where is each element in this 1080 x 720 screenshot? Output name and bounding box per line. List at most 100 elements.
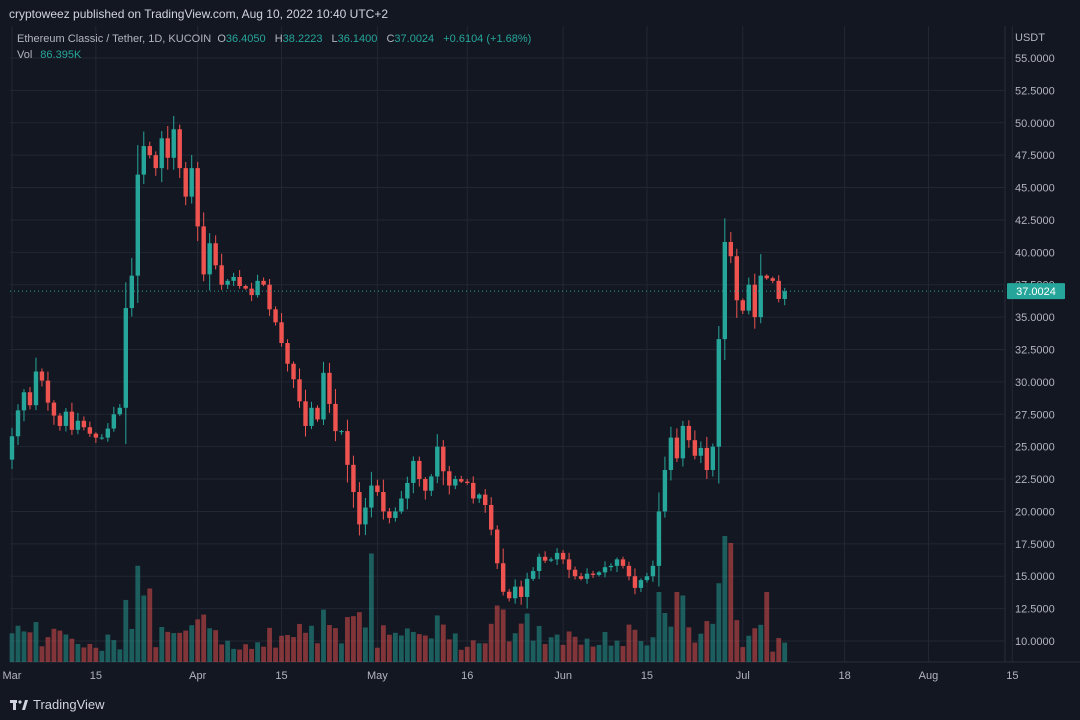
candle-body [560, 552, 566, 560]
volume-bar [105, 634, 111, 662]
candle-body [339, 431, 344, 433]
volume-bar [674, 592, 680, 662]
volume-bar [189, 625, 195, 662]
volume-bar [45, 637, 51, 662]
candle-body [303, 401, 308, 426]
x-tick-label: 15 [90, 670, 102, 682]
candle-body [602, 567, 608, 573]
candle-body [542, 556, 548, 561]
candle-body [123, 308, 129, 408]
candle-body [710, 446, 716, 470]
high-value: 38.2223 [282, 33, 323, 45]
candle-body [632, 576, 638, 588]
candle-body [548, 559, 554, 561]
x-tick-label: 15 [275, 670, 287, 682]
volume-bar [536, 625, 542, 662]
candle-body [423, 479, 428, 491]
close-label: C [386, 33, 395, 45]
candle-body [261, 280, 266, 285]
candle-body [117, 407, 123, 415]
candle-body [494, 529, 500, 564]
candle-body [15, 410, 21, 437]
volume-bar [363, 627, 368, 662]
candle-body [417, 460, 422, 480]
y-tick-label: 27.5000 [1015, 409, 1055, 421]
tradingview-logo[interactable]: TradingView [10, 697, 105, 712]
tradingview-logo-icon [10, 699, 28, 710]
candle-body [770, 278, 775, 281]
candle-body [459, 479, 464, 482]
candle-body [441, 446, 446, 472]
y-tick-label: 40.0000 [1015, 247, 1055, 259]
volume-bar [596, 644, 602, 662]
volume-bar [351, 616, 356, 662]
ohlc-legend: Ethereum Classic / Tether, 1D, KUCOIN O3… [17, 33, 531, 45]
volume-bar [488, 623, 494, 662]
candle-body [692, 440, 698, 456]
volume-bar [746, 635, 752, 662]
candle-body [369, 485, 374, 508]
volume-bar [39, 646, 45, 662]
volume-bar [500, 609, 506, 662]
y-tick-label: 55.0000 [1015, 53, 1055, 65]
volume-bar [153, 647, 159, 662]
candle-body [578, 576, 584, 579]
candle-body [626, 565, 632, 577]
candle-body [716, 339, 722, 447]
y-tick-label: 35.0000 [1015, 312, 1055, 324]
volume-label: Vol [17, 49, 33, 61]
volume-bar [9, 633, 15, 662]
volume-bar [315, 643, 320, 662]
price-chart[interactable]: 55.0000 52.5000 50.0000 47.5000 45.0000 42.50… [0, 0, 1080, 692]
volume-bar [374, 647, 380, 662]
candle-body [740, 300, 745, 311]
candle-body [674, 437, 680, 459]
volume-bar [249, 648, 254, 662]
x-tick-label: Aug [919, 670, 939, 682]
volume-bar [392, 632, 398, 662]
volume-bar [57, 630, 63, 662]
candle-body [237, 276, 242, 287]
volume-bar [602, 631, 608, 662]
volume-bar [428, 638, 434, 662]
change-value: +0.6104 (+1.68%) [443, 33, 532, 45]
volume-bar [303, 632, 308, 662]
volume-bar [614, 640, 620, 662]
volume-bar [297, 623, 302, 662]
x-tick-label: 18 [838, 670, 850, 682]
volume-bar [171, 633, 177, 662]
volume-bar [416, 634, 422, 662]
candle-body [171, 129, 176, 158]
currency-label: USDT [1015, 32, 1045, 44]
volume-bar [321, 609, 326, 662]
volume-bar [99, 650, 105, 662]
candle-body [566, 559, 572, 570]
candle-body [33, 371, 39, 406]
candle-body [219, 265, 224, 285]
candle-body [405, 482, 410, 499]
volume-bar [770, 651, 776, 662]
x-tick-label: Apr [189, 670, 206, 682]
candle-body [614, 559, 620, 566]
volume-bar [117, 649, 123, 662]
volume-bar [243, 644, 249, 662]
y-tick-label: 25.0000 [1015, 442, 1055, 454]
candle-body [267, 284, 272, 310]
volume-bar [578, 644, 584, 662]
volume-bar [458, 649, 464, 662]
y-tick-label: 52.5000 [1015, 85, 1055, 97]
y-tick-label: 50.0000 [1015, 118, 1055, 130]
candle-body [620, 559, 626, 566]
candle-body [189, 168, 194, 197]
tradingview-brand: TradingView [33, 697, 105, 712]
candle-body [327, 372, 332, 404]
candle-body [111, 414, 117, 429]
low-value: 36.1400 [337, 33, 378, 45]
volume-bar [512, 633, 518, 662]
candle-body [195, 168, 200, 227]
candle-body [471, 482, 476, 499]
candle-body [45, 380, 51, 403]
candle-body [608, 565, 614, 568]
volume-bar [135, 565, 141, 662]
candle-body [207, 243, 212, 275]
